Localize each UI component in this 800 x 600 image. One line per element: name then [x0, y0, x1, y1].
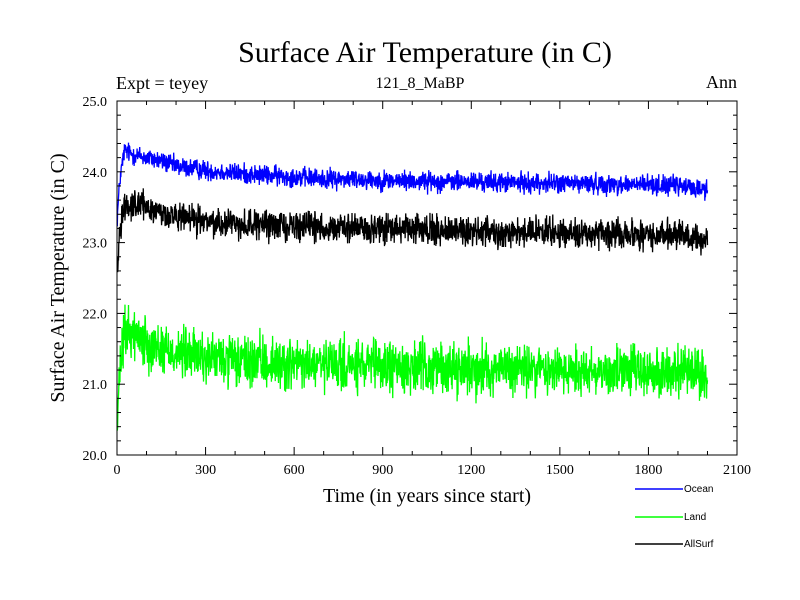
season-label: Ann: [706, 72, 737, 92]
x-tick-label: 300: [195, 463, 216, 478]
series-line-ocean: [116, 142, 709, 227]
legend-label-ocean: Ocean: [684, 484, 713, 495]
chart-subtitle: 121_8_MaBP: [376, 75, 465, 92]
legend-label-land: Land: [684, 512, 706, 523]
chart-title: Surface Air Temperature (in C): [238, 36, 612, 69]
plot-frame: [116, 100, 738, 456]
y-tick-label: 22.0: [83, 307, 108, 322]
x-tick-label: 2100: [723, 463, 751, 478]
x-tick-label: 1200: [457, 463, 485, 478]
y-tick-label: 20.0: [83, 449, 108, 464]
experiment-label: Expt = teyey: [116, 73, 208, 93]
x-tick-label: 1800: [634, 463, 662, 478]
ticks-layer: [116, 100, 738, 456]
y-tick-labels: 20.0 21.0 22.0 23.0 24.0 25.0: [83, 95, 108, 464]
x-tick-label: 900: [372, 463, 393, 478]
y-tick-label: 25.0: [83, 95, 108, 110]
legend-label-allsurf: AllSurf: [684, 539, 714, 550]
x-tick-labels: 0 300 600 900 1200 1500 1800 2100: [114, 463, 752, 478]
y-axis-label: Surface Air Temperature (in C): [47, 153, 69, 402]
y-tick-label: 21.0: [83, 378, 108, 393]
legend: Ocean Land AllSurf: [635, 484, 714, 550]
x-axis-label: Time (in years since start): [323, 485, 531, 507]
x-tick-label: 1500: [546, 463, 574, 478]
y-tick-label: 24.0: [83, 166, 108, 181]
series-line-allsurf: [116, 188, 709, 273]
x-tick-label: 0: [114, 463, 121, 478]
y-tick-label: 23.0: [83, 237, 108, 252]
series-layer: [116, 142, 709, 431]
series-line-land: [116, 304, 709, 431]
x-tick-label: 600: [284, 463, 305, 478]
